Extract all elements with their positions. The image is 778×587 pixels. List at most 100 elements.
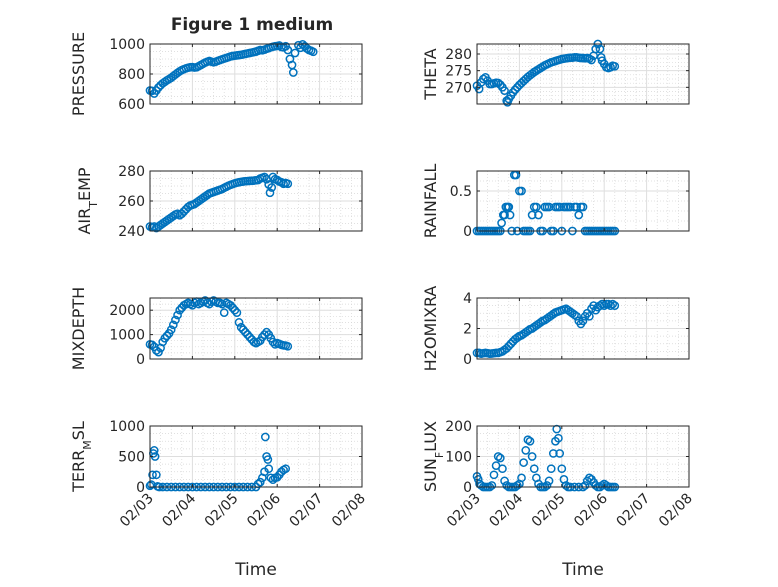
axes-frame: [476, 170, 690, 232]
data-point: [578, 202, 588, 212]
data-point: [175, 305, 185, 315]
data-point: [595, 44, 605, 54]
data-point: [504, 202, 514, 212]
y-tick-label: 280: [118, 164, 145, 180]
data-point: [512, 481, 522, 490]
data-point: [546, 464, 556, 474]
y-tick-label: 2: [463, 322, 472, 338]
subplot-5: 0 1000 2000 MIXDEPTH: [69, 287, 363, 370]
data-point: [574, 210, 584, 220]
data-point: [166, 325, 176, 335]
data-point: [245, 332, 254, 342]
data-point: [283, 341, 293, 351]
data-point: [591, 481, 601, 490]
data-point: [160, 333, 170, 343]
data-point: [527, 210, 537, 220]
data-point: [283, 45, 293, 55]
data-point: [589, 301, 598, 310]
data-point: [260, 330, 269, 339]
data-point: [591, 44, 601, 54]
y-axis-label: TERRMSL: [69, 421, 94, 493]
data-point: [238, 325, 248, 335]
data-point: [283, 179, 293, 189]
x-tick-label: 02/07: [287, 491, 327, 531]
data-point: [523, 435, 533, 445]
data-point: [578, 316, 588, 326]
data-point: [217, 299, 227, 309]
data-point: [168, 211, 178, 221]
data-point: [580, 481, 590, 490]
y-tick-label: 2000: [109, 303, 145, 319]
data-point: [260, 172, 269, 182]
data-point: [523, 326, 533, 336]
x-tick-label: 02/04: [486, 490, 526, 530]
data-point: [510, 85, 520, 95]
axes-frame: [149, 297, 363, 360]
x-tick-label: 02/05: [202, 491, 242, 531]
data-point: [274, 41, 284, 50]
data-point: [597, 299, 607, 309]
data-point: [479, 74, 488, 84]
data-point: [552, 424, 562, 434]
data-point: [493, 452, 503, 461]
data-point: [266, 473, 276, 483]
y-tick-label: 200: [445, 419, 472, 435]
data-point: [154, 347, 163, 357]
subplot-8: 0 100 200 02/03 02/04 02/05 02/06 02/07 02/08 SUN…: [421, 419, 696, 580]
data-point: [548, 449, 558, 458]
data-point: [149, 446, 159, 455]
data-point: [498, 464, 507, 474]
data-point: [290, 48, 300, 58]
data-point: [173, 310, 182, 320]
y-tick-label: 280: [445, 47, 472, 63]
data-point: [532, 202, 541, 212]
y-axis-label: THETA: [421, 48, 440, 100]
data-point: [542, 481, 552, 490]
data-point: [272, 175, 282, 185]
y-axis-label: AIRTEMP: [75, 167, 100, 234]
y-tick-label: 260: [118, 194, 145, 210]
data-point: [502, 343, 512, 353]
x-tick-label: 02/07: [614, 491, 654, 531]
y-tick-label: 270: [445, 80, 472, 96]
data-point: [162, 331, 172, 341]
data-point: [525, 436, 535, 446]
y-tick-label: 0: [136, 480, 145, 496]
data-point: [253, 479, 263, 489]
data-point: [561, 481, 571, 490]
data-point: [572, 202, 581, 212]
subplot-6: 0 2 4 H2OMIXRA: [421, 286, 690, 371]
y-tick-label: 275: [445, 64, 472, 80]
data-point: [288, 68, 298, 77]
data-point: [272, 472, 282, 482]
data-point: [572, 311, 581, 321]
y-tick-label: 1000: [109, 419, 145, 435]
data-point: [255, 477, 265, 487]
data-point: [517, 186, 526, 196]
data-point: [260, 432, 270, 442]
data-point: [308, 47, 318, 57]
x-tick-label: 02/06: [244, 490, 284, 530]
data-point: [500, 476, 509, 486]
subplot-1: 600 800 1000 PRESSURE: [69, 32, 363, 116]
x-tick-label: 02/03: [117, 491, 157, 531]
data-point: [152, 346, 161, 355]
data-point: [152, 470, 161, 480]
y-tick-label: 0: [463, 352, 472, 368]
y-tick-label: 500: [118, 450, 145, 466]
data-point: [267, 183, 277, 192]
x-tick-label: 02/06: [571, 490, 611, 530]
data-point: [236, 322, 246, 332]
data-point: [557, 464, 567, 474]
axes-frame: [476, 43, 690, 105]
data-point: [519, 458, 528, 467]
data-point: [608, 299, 618, 309]
data-point: [241, 327, 250, 337]
y-tick-label: 0: [463, 480, 472, 496]
data-point: [495, 453, 505, 463]
y-axis-label: SUNFLUX: [421, 421, 446, 492]
data-point: [263, 455, 273, 464]
